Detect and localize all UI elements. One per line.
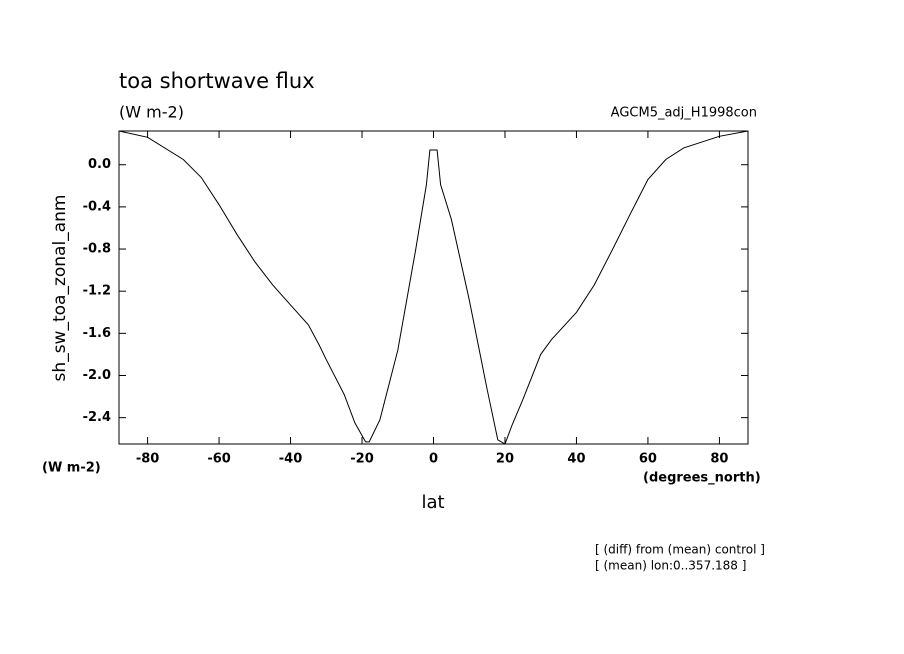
- x-units: (degrees_north): [643, 471, 761, 486]
- y-tick-label: -1.6: [83, 326, 111, 341]
- y-tick-label: -2.4: [83, 410, 111, 425]
- y-tick-label: -0.8: [83, 242, 111, 257]
- x-axis-label: lat: [421, 492, 444, 513]
- x-tick-label: -40: [279, 452, 303, 467]
- x-tick-label: -20: [350, 452, 374, 467]
- annotation: [ (mean) lon:0..357.188 ]: [595, 559, 746, 573]
- chart-title: toa shortwave flux: [119, 69, 315, 93]
- dataset-label: AGCM5_adj_H1998con: [611, 106, 757, 121]
- x-tick-label: 60: [639, 452, 657, 467]
- x-tick-label: -80: [136, 452, 160, 467]
- y-tick-label: 0.0: [88, 157, 111, 172]
- line: [119, 131, 748, 444]
- y-units: (W m-2): [42, 461, 101, 476]
- x-tick-label: 0: [429, 452, 438, 467]
- annotation: [ (diff) from (mean) control ]: [595, 543, 765, 557]
- x-tick-label: 40: [567, 452, 585, 467]
- x-tick-label: -60: [207, 452, 231, 467]
- subtitle: (W m-2): [119, 103, 184, 122]
- y-tick-label: -1.2: [83, 284, 111, 299]
- x-tick-label: 20: [496, 452, 514, 467]
- y-tick-label: -2.0: [83, 368, 111, 383]
- y-axis-label: sh_sw_toa_zonal_anm: [50, 195, 70, 382]
- y-tick-label: -0.4: [83, 199, 111, 214]
- x-tick-label: 80: [710, 452, 728, 467]
